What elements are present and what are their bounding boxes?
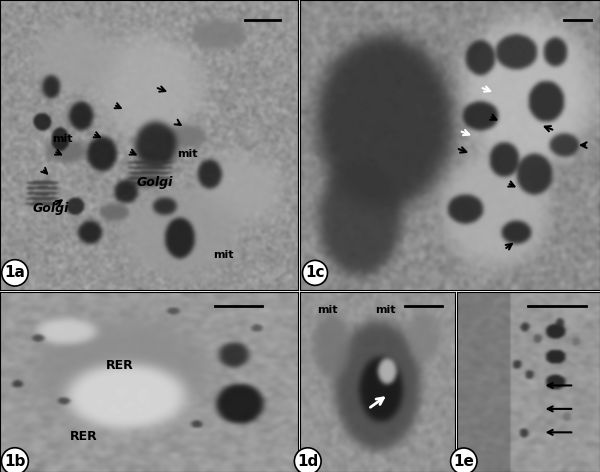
Text: 1c: 1c — [305, 265, 325, 280]
Text: 1b: 1b — [4, 454, 26, 469]
Text: 1e: 1e — [454, 454, 474, 469]
Text: mit: mit — [178, 149, 198, 159]
Text: RER: RER — [70, 430, 97, 443]
Text: 1d: 1d — [297, 454, 319, 469]
Text: mit: mit — [317, 305, 338, 315]
Text: 1a: 1a — [4, 265, 25, 280]
Text: mit: mit — [52, 134, 73, 144]
Text: mit: mit — [375, 305, 395, 315]
Text: mit: mit — [214, 250, 234, 261]
Text: Golgi: Golgi — [137, 176, 173, 189]
Text: Golgi: Golgi — [32, 202, 69, 215]
Text: RER: RER — [106, 359, 133, 372]
